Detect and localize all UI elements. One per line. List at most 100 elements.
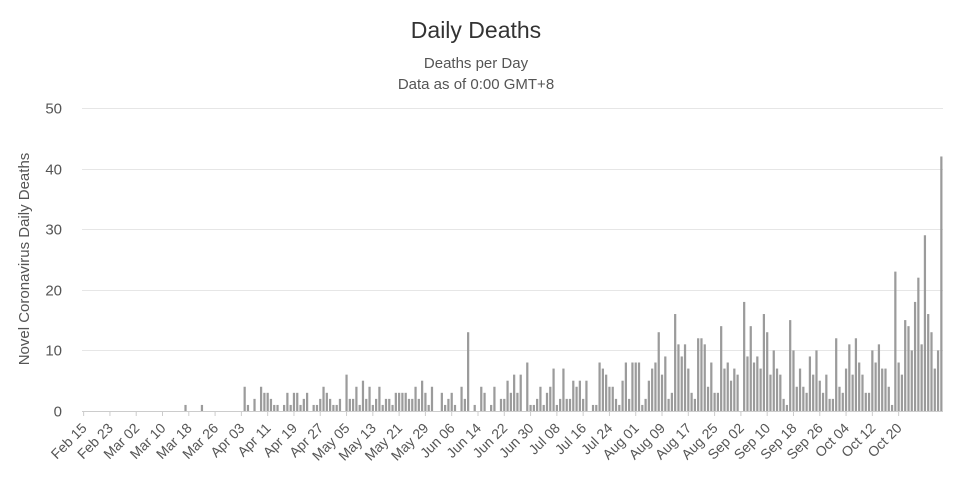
bar bbox=[628, 398, 631, 411]
bar bbox=[605, 374, 608, 411]
bar bbox=[631, 362, 634, 411]
bar bbox=[861, 374, 864, 411]
bar bbox=[394, 392, 397, 411]
bar bbox=[743, 301, 746, 411]
bar bbox=[453, 404, 457, 411]
bar bbox=[329, 398, 332, 411]
bar bbox=[243, 386, 246, 411]
bar bbox=[651, 368, 654, 411]
bar bbox=[578, 380, 581, 411]
bar bbox=[690, 392, 693, 411]
bar bbox=[335, 404, 338, 411]
bar bbox=[338, 398, 342, 411]
bar bbox=[259, 386, 263, 411]
bar bbox=[322, 386, 325, 411]
bar bbox=[513, 374, 516, 411]
bar bbox=[821, 392, 825, 411]
bar bbox=[332, 404, 335, 411]
bar bbox=[697, 338, 700, 411]
bar bbox=[614, 398, 618, 411]
bar bbox=[296, 392, 299, 411]
bar bbox=[683, 344, 687, 411]
bar bbox=[887, 386, 890, 411]
bar bbox=[490, 404, 493, 411]
bar bbox=[305, 392, 309, 411]
gridlines bbox=[82, 108, 943, 351]
bar bbox=[601, 368, 604, 411]
bar bbox=[890, 404, 894, 411]
bar bbox=[674, 314, 677, 411]
bar bbox=[473, 404, 476, 411]
bar bbox=[608, 386, 611, 411]
bar bbox=[848, 344, 851, 411]
bar bbox=[877, 344, 881, 411]
bar bbox=[644, 398, 647, 411]
bar bbox=[874, 362, 877, 411]
bar bbox=[467, 332, 470, 411]
bar bbox=[716, 392, 719, 411]
bar bbox=[894, 271, 897, 411]
bar bbox=[618, 404, 621, 411]
bar bbox=[838, 386, 841, 411]
bar bbox=[785, 404, 789, 411]
bar bbox=[904, 320, 907, 411]
bars bbox=[184, 156, 943, 411]
bar bbox=[282, 404, 286, 411]
bar bbox=[414, 386, 417, 411]
bar bbox=[263, 392, 266, 411]
bar bbox=[355, 386, 358, 411]
bar bbox=[315, 404, 319, 411]
bar bbox=[858, 362, 861, 411]
bar bbox=[795, 386, 798, 411]
bar bbox=[516, 392, 519, 411]
bar bbox=[917, 277, 920, 411]
bar bbox=[378, 386, 381, 411]
bar bbox=[677, 344, 680, 411]
bar bbox=[286, 392, 289, 411]
bar bbox=[733, 368, 736, 411]
y-axis-label: Novel Coronavirus Daily Deaths bbox=[16, 153, 33, 366]
y-tick-label: 10 bbox=[45, 343, 62, 360]
bar bbox=[499, 398, 503, 411]
bar bbox=[756, 356, 759, 411]
bar bbox=[575, 386, 578, 411]
bar bbox=[825, 374, 828, 411]
bar bbox=[417, 398, 420, 411]
bar bbox=[302, 398, 305, 411]
bar bbox=[647, 380, 650, 411]
bar bbox=[503, 398, 506, 411]
bar bbox=[388, 398, 391, 411]
bar bbox=[854, 338, 858, 411]
bar bbox=[427, 404, 430, 411]
bar bbox=[450, 392, 453, 411]
bar bbox=[812, 374, 815, 411]
bar bbox=[844, 368, 848, 411]
bar bbox=[246, 404, 250, 411]
bar bbox=[720, 326, 723, 411]
bar bbox=[404, 392, 407, 411]
bar bbox=[585, 380, 588, 411]
bar bbox=[568, 398, 572, 411]
chart-subtitle-line-2: Data as of 0:00 GMT+8 bbox=[398, 76, 554, 93]
bar bbox=[345, 374, 348, 411]
bar bbox=[552, 368, 555, 411]
bar bbox=[319, 398, 322, 411]
bar bbox=[769, 374, 772, 411]
bar bbox=[361, 380, 365, 411]
bar bbox=[798, 368, 802, 411]
bar bbox=[746, 356, 749, 411]
bar bbox=[936, 350, 940, 411]
bar bbox=[539, 386, 542, 411]
bar bbox=[818, 380, 821, 411]
bar bbox=[463, 398, 466, 411]
bar bbox=[729, 380, 733, 411]
bar bbox=[687, 368, 690, 411]
bar bbox=[828, 398, 831, 411]
bar bbox=[789, 320, 792, 411]
bar bbox=[381, 404, 384, 411]
bar bbox=[805, 392, 808, 411]
bar bbox=[200, 404, 204, 411]
bar bbox=[358, 404, 361, 411]
bar bbox=[536, 398, 539, 411]
